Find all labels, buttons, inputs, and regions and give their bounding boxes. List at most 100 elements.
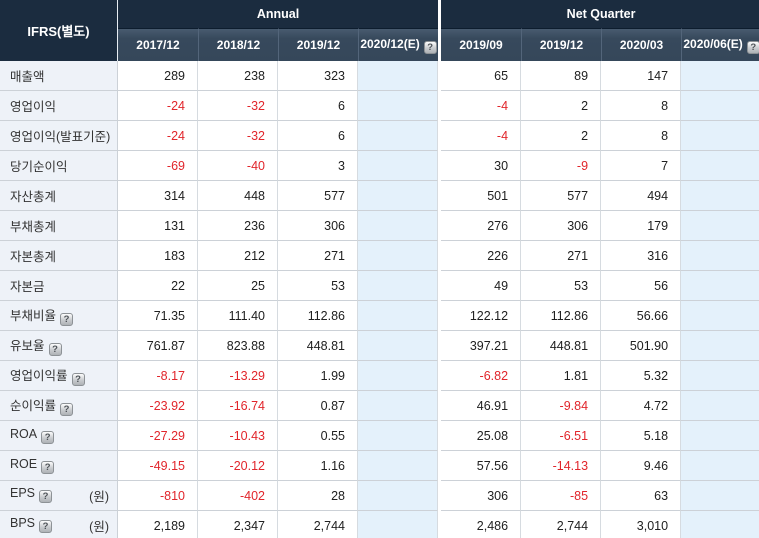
value-cell: 494: [601, 181, 682, 211]
value-cell: [681, 61, 759, 91]
value-cell: -49.15: [118, 451, 198, 481]
value-cell: -69: [118, 151, 198, 181]
row-label-cell: 당기순이익: [0, 151, 118, 181]
value-cell: 5.18: [601, 421, 682, 451]
help-icon[interactable]: ?: [39, 520, 53, 533]
value-cell: 323: [278, 61, 358, 91]
value-cell: 6: [278, 121, 358, 151]
value-cell: [681, 91, 759, 121]
value-cell: -85: [521, 481, 602, 511]
column-header: 2019/12: [278, 28, 358, 61]
value-cell: 271: [278, 241, 358, 271]
section-divider: [438, 301, 442, 331]
value-cell: 448: [198, 181, 278, 211]
value-cell: 0.55: [278, 421, 358, 451]
value-cell: 238: [198, 61, 278, 91]
value-cell: 22: [118, 271, 198, 301]
row-label: EPS: [10, 486, 36, 500]
value-cell: 25: [198, 271, 278, 301]
help-icon[interactable]: ?: [60, 403, 74, 416]
value-cell: -23.92: [118, 391, 198, 421]
value-cell: -402: [198, 481, 278, 511]
value-cell: [681, 391, 759, 421]
help-icon[interactable]: ?: [71, 373, 85, 386]
value-cell: [681, 271, 759, 301]
row-label-cell: EPS? (원): [0, 481, 118, 511]
value-cell: 316: [601, 241, 682, 271]
value-cell: 9.46: [601, 451, 682, 481]
table-row: 당기순이익 -69 -40 3 30 -9 7: [0, 151, 759, 181]
section-divider: [438, 511, 442, 538]
row-label-cell: 매출액: [0, 61, 118, 91]
value-cell: 276: [441, 211, 522, 241]
value-cell: -6.82: [441, 361, 522, 391]
section-divider: [438, 331, 442, 361]
value-cell: [358, 481, 439, 511]
value-cell: 2,347: [198, 511, 278, 538]
column-header-label: 2020/06(E): [683, 36, 743, 51]
value-cell: [681, 421, 759, 451]
value-cell: 448.81: [521, 331, 602, 361]
value-cell: [358, 301, 439, 331]
help-icon[interactable]: ?: [746, 40, 759, 54]
column-header: 2020/06(E)?: [681, 28, 759, 61]
value-cell: -14.13: [521, 451, 602, 481]
help-icon[interactable]: ?: [41, 431, 55, 444]
value-cell: -24: [118, 91, 198, 121]
help-icon[interactable]: ?: [60, 313, 74, 326]
value-cell: 65: [441, 61, 522, 91]
row-label: 부채비율: [10, 309, 57, 323]
value-cell: 761.87: [118, 331, 198, 361]
value-cell: 57.56: [441, 451, 522, 481]
row-label-cell: 부채총계: [0, 211, 118, 241]
help-icon[interactable]: ?: [41, 461, 55, 474]
section-divider: [438, 181, 442, 211]
table-row: 영업이익(발표기준) -24 -32 6 -4 2 8: [0, 121, 759, 151]
value-cell: 4.72: [601, 391, 682, 421]
value-cell: 3: [278, 151, 358, 181]
value-cell: 49: [441, 271, 522, 301]
section-divider: [438, 211, 442, 241]
value-cell: 448.81: [278, 331, 358, 361]
section-divider: [438, 91, 442, 121]
value-cell: 2,744: [521, 511, 602, 538]
value-cell: 3,010: [601, 511, 682, 538]
table-row: 자본총계 183 212 271 226 271 316: [0, 241, 759, 271]
value-cell: [358, 511, 439, 538]
value-cell: 577: [278, 181, 358, 211]
value-cell: [681, 361, 759, 391]
value-cell: [358, 331, 439, 361]
value-cell: 30: [441, 151, 522, 181]
value-cell: 1.99: [278, 361, 358, 391]
help-icon[interactable]: ?: [48, 343, 62, 356]
row-unit: (원): [89, 490, 109, 504]
value-cell: [681, 451, 759, 481]
value-cell: 2,189: [118, 511, 198, 538]
value-cell: -810: [118, 481, 198, 511]
value-cell: 289: [118, 61, 198, 91]
value-cell: 25.08: [441, 421, 522, 451]
value-cell: -32: [198, 91, 278, 121]
value-cell: 7: [601, 151, 682, 181]
column-header-label: 2018/12: [216, 38, 261, 52]
value-cell: -40: [198, 151, 278, 181]
value-cell: 6: [278, 91, 358, 121]
value-cell: 63: [601, 481, 682, 511]
row-label: 순이익률: [10, 399, 57, 413]
table-corner-header: IFRS(별도): [0, 0, 118, 61]
value-cell: [358, 271, 439, 301]
table-row: 부채비율? 71.35 111.40 112.86 122.12 112.86 56.66: [0, 301, 759, 331]
column-header: 2018/12: [198, 28, 278, 61]
section-divider: [438, 0, 442, 61]
row-unit: (원): [89, 520, 109, 534]
row-label: 유보율: [10, 339, 45, 353]
value-cell: 89: [521, 61, 602, 91]
help-icon[interactable]: ?: [39, 490, 53, 503]
value-cell: 577: [521, 181, 602, 211]
row-label: 자본금: [10, 280, 45, 294]
value-cell: 111.40: [198, 301, 278, 331]
help-icon[interactable]: ?: [423, 40, 437, 54]
column-header-label: 2017/12: [136, 38, 180, 52]
value-cell: 2: [521, 121, 602, 151]
value-cell: [681, 211, 759, 241]
